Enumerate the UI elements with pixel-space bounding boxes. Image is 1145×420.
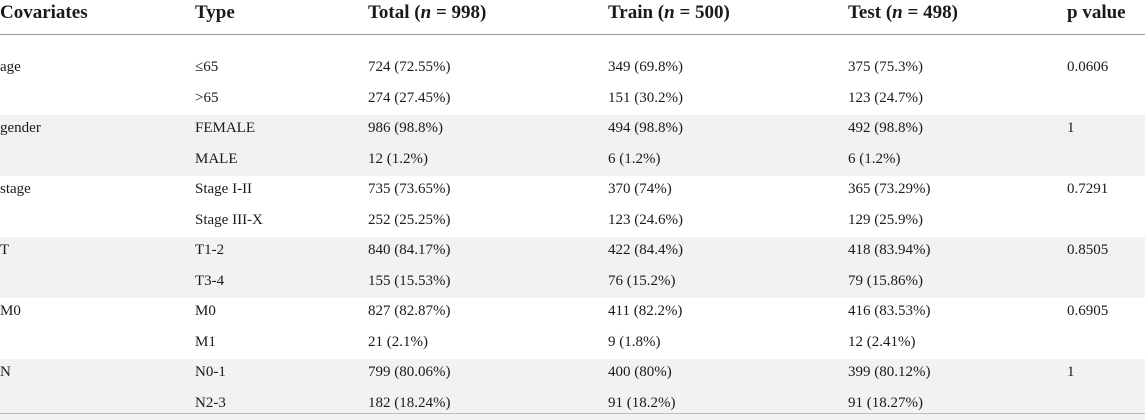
test-cell: 123 (24.7%) [848, 90, 923, 107]
table-group-gender: gender FEMALE 986 (98.8%) 494 (98.8%) 49… [0, 115, 1145, 176]
table-group-m0: M0 M0 827 (82.87%) 411 (82.2%) 416 (83.5… [0, 298, 1145, 359]
table-row: N2-3 182 (18.24%) 91 (18.2%) 91 (18.27%) [0, 390, 1145, 420]
table-row: MALE 12 (1.2%) 6 (1.2%) 6 (1.2%) [0, 146, 1145, 177]
table-row: T T1-2 840 (84.17%) 422 (84.4%) 418 (83.… [0, 237, 1145, 268]
test-cell: 6 (1.2%) [848, 151, 901, 168]
total-cell: 986 (98.8%) [368, 120, 443, 137]
test-cell: 91 (18.27%) [848, 395, 923, 412]
table-row: M1 21 (2.1%) 9 (1.8%) 12 (2.41%) [0, 329, 1145, 360]
total-cell: 799 (80.06%) [368, 364, 451, 381]
table-bottom-rule [0, 413, 1145, 414]
header-test: Test (n = 498) [848, 2, 958, 24]
type-cell: T1-2 [195, 242, 224, 259]
pvalue-cell: 0.0606 [1067, 59, 1108, 76]
train-cell: 151 (30.2%) [608, 90, 683, 107]
table-row: age ≤65 724 (72.55%) 349 (69.8%) 375 (75… [0, 54, 1145, 85]
header-test-prefix: Test ( [848, 2, 892, 23]
table-group-stage: stage Stage I-II 735 (73.65%) 370 (74%) … [0, 176, 1145, 237]
train-cell: 349 (69.8%) [608, 59, 683, 76]
test-cell: 492 (98.8%) [848, 120, 923, 137]
type-cell: >65 [195, 90, 218, 107]
train-cell: 91 (18.2%) [608, 395, 676, 412]
table-group-t: T T1-2 840 (84.17%) 422 (84.4%) 418 (83.… [0, 237, 1145, 298]
header-total-n: n [421, 2, 432, 23]
train-cell: 6 (1.2%) [608, 151, 661, 168]
total-cell: 182 (18.24%) [368, 395, 451, 412]
table-body: age ≤65 724 (72.55%) 349 (69.8%) 375 (75… [0, 35, 1145, 420]
table-row: Stage III-X 252 (25.25%) 123 (24.6%) 129… [0, 207, 1145, 238]
header-train-suffix: = 500) [675, 2, 730, 23]
type-cell: ≤65 [195, 59, 218, 76]
type-cell: Stage I-II [195, 181, 252, 198]
table-row: N N0-1 799 (80.06%) 400 (80%) 399 (80.12… [0, 359, 1145, 390]
test-cell: 416 (83.53%) [848, 303, 931, 320]
train-cell: 123 (24.6%) [608, 212, 683, 229]
train-cell: 400 (80%) [608, 364, 672, 381]
test-cell: 79 (15.86%) [848, 273, 923, 290]
total-cell: 12 (1.2%) [368, 151, 428, 168]
header-test-n: n [892, 2, 903, 23]
table-group-age: age ≤65 724 (72.55%) 349 (69.8%) 375 (75… [0, 54, 1145, 115]
test-cell: 365 (73.29%) [848, 181, 931, 198]
train-cell: 411 (82.2%) [608, 303, 682, 320]
table-row: stage Stage I-II 735 (73.65%) 370 (74%) … [0, 176, 1145, 207]
pvalue-cell: 0.8505 [1067, 242, 1108, 259]
train-cell: 370 (74%) [608, 181, 672, 198]
header-total-prefix: Total ( [368, 2, 421, 23]
table-group-n: N N0-1 799 (80.06%) 400 (80%) 399 (80.12… [0, 359, 1145, 420]
type-cell: T3-4 [195, 273, 224, 290]
total-cell: 840 (84.17%) [368, 242, 451, 259]
header-test-suffix: = 498) [903, 2, 958, 23]
header-train-n: n [664, 2, 675, 23]
type-cell: MALE [195, 151, 238, 168]
pvalue-cell: 1 [1067, 364, 1075, 381]
test-cell: 375 (75.3%) [848, 59, 923, 76]
covariate-cell: N [0, 364, 11, 381]
pvalue-cell: 1 [1067, 120, 1075, 137]
total-cell: 21 (2.1%) [368, 334, 428, 351]
train-cell: 422 (84.4%) [608, 242, 683, 259]
type-cell: N2-3 [195, 395, 226, 412]
header-total: Total (n = 998) [368, 2, 486, 24]
covariate-cell: gender [0, 120, 41, 137]
header-train: Train (n = 500) [608, 2, 730, 24]
train-cell: 9 (1.8%) [608, 334, 661, 351]
total-cell: 274 (27.45%) [368, 90, 451, 107]
pvalue-cell: 0.7291 [1067, 181, 1108, 198]
type-cell: M1 [195, 334, 216, 351]
covariate-cell: age [0, 59, 21, 76]
test-cell: 418 (83.94%) [848, 242, 931, 259]
train-cell: 76 (15.2%) [608, 273, 676, 290]
table-row: >65 274 (27.45%) 151 (30.2%) 123 (24.7%) [0, 85, 1145, 116]
header-total-suffix: = 998) [431, 2, 486, 23]
test-cell: 12 (2.41%) [848, 334, 916, 351]
type-cell: FEMALE [195, 120, 255, 137]
header-covariates: Covariates [0, 2, 88, 24]
covariate-cell: stage [0, 181, 31, 198]
header-type: Type [195, 2, 235, 24]
test-cell: 399 (80.12%) [848, 364, 931, 381]
total-cell: 735 (73.65%) [368, 181, 451, 198]
covariate-cell: T [0, 242, 9, 259]
train-cell: 494 (98.8%) [608, 120, 683, 137]
pvalue-cell: 0.6905 [1067, 303, 1108, 320]
type-cell: M0 [195, 303, 216, 320]
table-row: M0 M0 827 (82.87%) 411 (82.2%) 416 (83.5… [0, 298, 1145, 329]
header-train-prefix: Train ( [608, 2, 664, 23]
covariate-cell: M0 [0, 303, 21, 320]
table-row: T3-4 155 (15.53%) 76 (15.2%) 79 (15.86%) [0, 268, 1145, 299]
table-row: gender FEMALE 986 (98.8%) 494 (98.8%) 49… [0, 115, 1145, 146]
test-cell: 129 (25.9%) [848, 212, 923, 229]
total-cell: 155 (15.53%) [368, 273, 451, 290]
header-pvalue: p value [1067, 2, 1126, 24]
total-cell: 252 (25.25%) [368, 212, 451, 229]
type-cell: Stage III-X [195, 212, 263, 229]
table-header: Covariates Type Total (n = 998) Train (n… [0, 0, 1145, 35]
type-cell: N0-1 [195, 364, 226, 381]
total-cell: 724 (72.55%) [368, 59, 451, 76]
total-cell: 827 (82.87%) [368, 303, 451, 320]
